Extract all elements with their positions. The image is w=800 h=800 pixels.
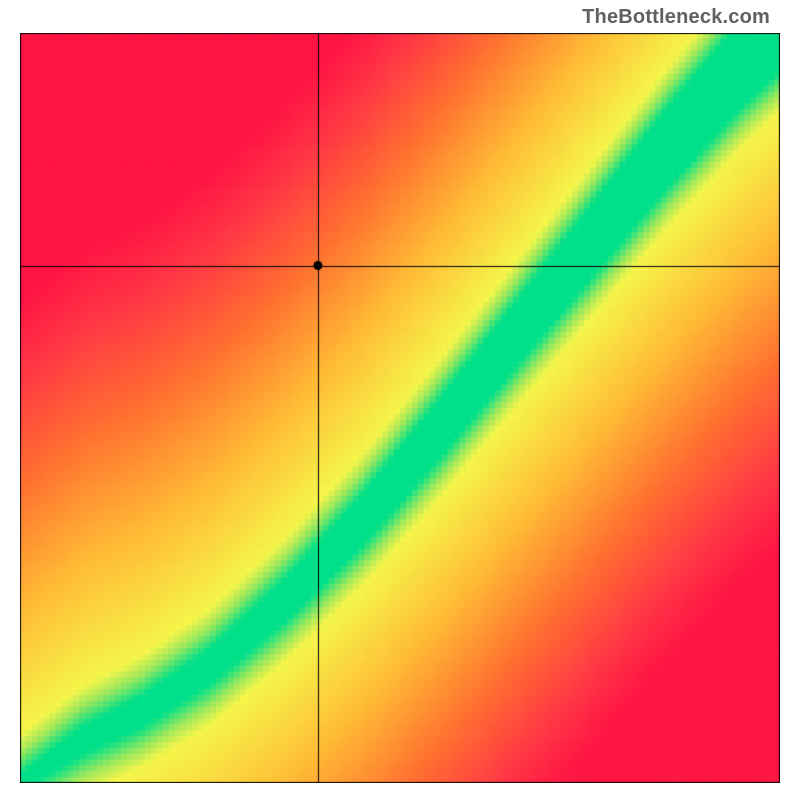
heatmap-plot bbox=[20, 33, 780, 783]
heatmap-canvas bbox=[20, 33, 780, 783]
watermark-text: TheBottleneck.com bbox=[582, 6, 770, 29]
chart-container: TheBottleneck.com bbox=[0, 0, 800, 800]
